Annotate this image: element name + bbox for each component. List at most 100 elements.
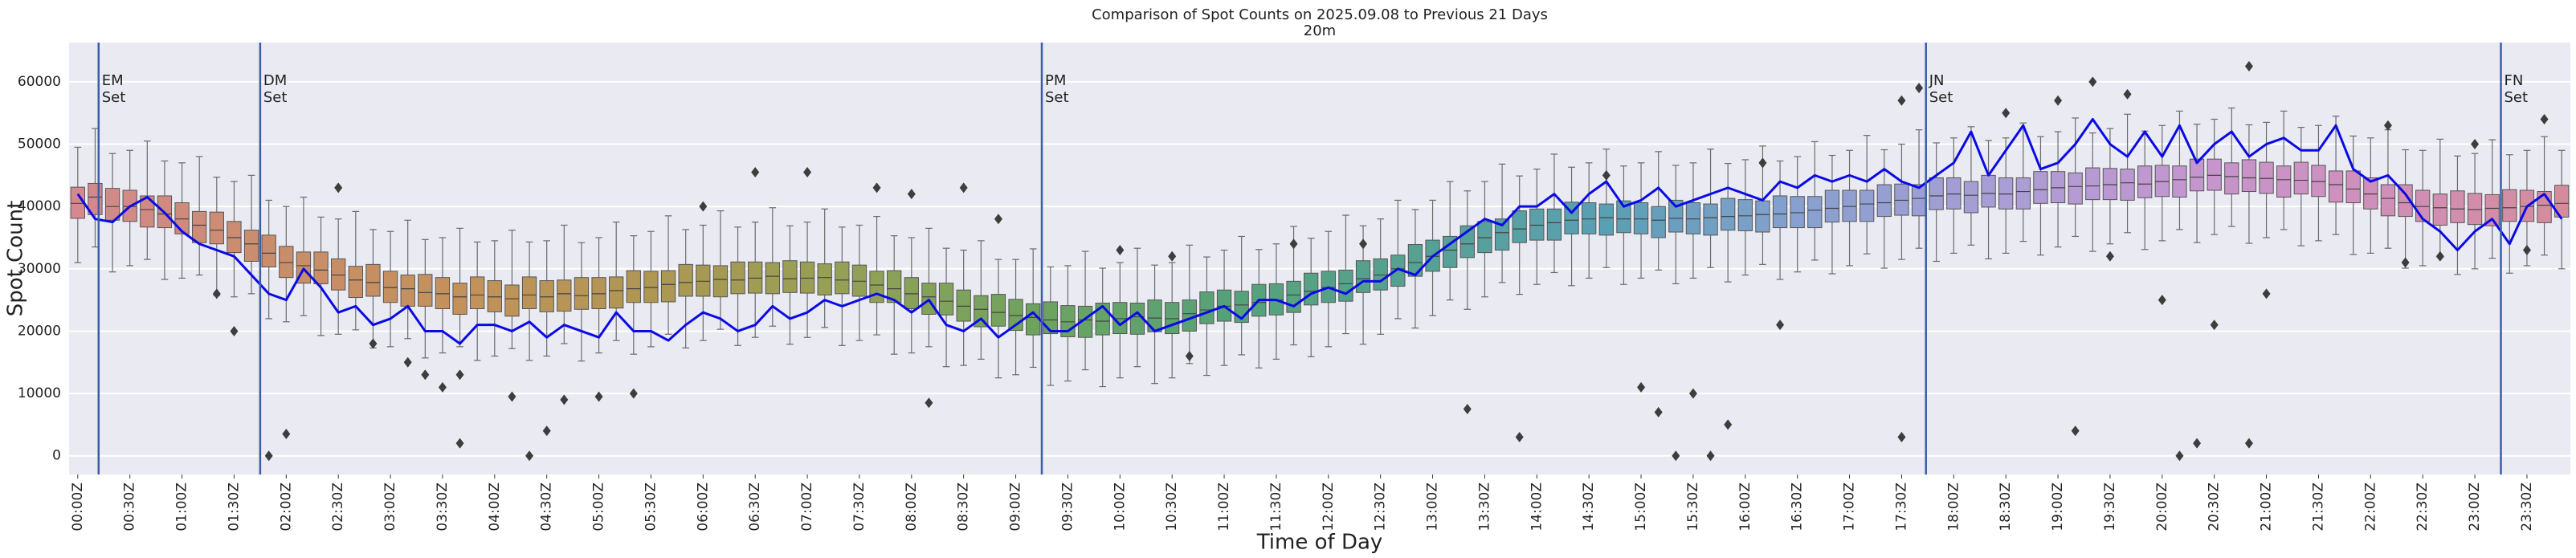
box: [2398, 184, 2413, 218]
annotation-label: Set: [263, 89, 288, 106]
box: [974, 295, 989, 328]
x-tick-label: 15:30Z: [1685, 483, 1701, 532]
outlier: [403, 356, 412, 368]
box: [1790, 196, 1805, 229]
box: [261, 234, 276, 267]
box: [1981, 174, 1996, 208]
x-tick-label: 14:30Z: [1581, 483, 1597, 532]
x-tick-label: 22:30Z: [2415, 483, 2431, 532]
box: [678, 263, 693, 297]
outlier: [1602, 169, 1611, 181]
box: [2276, 165, 2292, 198]
outlier: [438, 381, 447, 393]
x-tick-label: 04:00Z: [487, 483, 503, 532]
box: [1512, 210, 1527, 243]
outlier: [2054, 95, 2063, 106]
box: [470, 276, 485, 309]
box: [712, 265, 729, 298]
box: [2189, 158, 2205, 192]
box: [2050, 171, 2066, 204]
box: [174, 202, 190, 234]
outlier: [212, 288, 221, 299]
box: [2120, 169, 2135, 201]
box: [887, 270, 902, 303]
box: [192, 210, 207, 243]
outlier: [1654, 406, 1663, 417]
x-tick-label: 23:00Z: [2467, 483, 2483, 532]
box: [2380, 184, 2396, 217]
box: [956, 289, 971, 322]
box: [504, 284, 520, 317]
outlier: [699, 201, 708, 212]
box: [2224, 162, 2239, 195]
box: [1529, 208, 1545, 241]
x-tick-label: 16:00Z: [1737, 483, 1753, 532]
outlier: [1724, 419, 1733, 430]
outlier: [872, 182, 881, 193]
outlier: [542, 426, 551, 437]
box: [2259, 161, 2274, 194]
box: [938, 283, 954, 316]
outlier: [2262, 288, 2271, 299]
annotation-label: Set: [1045, 89, 1069, 106]
box: [382, 271, 398, 303]
x-tick-label: 19:30Z: [2102, 483, 2118, 532]
y-tick-label: 0: [52, 448, 61, 464]
plot-area: [69, 43, 2570, 475]
x-axis-label: Time of Day: [1256, 531, 1383, 555]
outlier: [2175, 450, 2184, 462]
box: [2241, 159, 2257, 193]
x-tick-label: 09:00Z: [1008, 483, 1024, 532]
x-tick-label: 05:00Z: [591, 483, 607, 532]
x-tick-label: 01:30Z: [226, 483, 242, 532]
box: [348, 266, 363, 299]
box: [1755, 200, 1770, 233]
x-tick-label: 22:00Z: [2362, 483, 2378, 532]
box: [696, 264, 711, 297]
x-tick-label: 07:30Z: [851, 483, 868, 532]
outlier: [2471, 139, 2480, 150]
x-tick-label: 12:00Z: [1321, 483, 1337, 532]
x-tick-label: 19:00Z: [2050, 483, 2066, 532]
box: [1998, 177, 2014, 210]
annotation-label: PM: [1045, 72, 1066, 89]
outlier: [1359, 238, 1368, 250]
box: [835, 261, 850, 295]
box: [574, 277, 590, 310]
box: [2467, 193, 2483, 226]
box: [2484, 193, 2500, 226]
box: [869, 271, 884, 303]
box: [209, 211, 224, 245]
outlier: [907, 189, 916, 200]
outlier: [1637, 381, 1646, 393]
box: [1165, 302, 1180, 335]
outlier: [369, 338, 378, 349]
box: [1842, 189, 1857, 222]
outlier: [1758, 157, 1767, 169]
box: [557, 279, 572, 312]
box: [921, 283, 937, 315]
box: [539, 280, 554, 312]
box: [1703, 203, 1718, 236]
x-tick-label: 11:00Z: [1216, 483, 1232, 532]
x-tick-label: 06:30Z: [747, 483, 763, 532]
outlier: [1515, 431, 1524, 442]
box: [365, 263, 381, 297]
outlier: [560, 394, 569, 405]
x-tick-label: 02:30Z: [330, 483, 346, 532]
x-tick-label: 00:00Z: [70, 483, 86, 532]
box: [817, 263, 832, 295]
box: [2033, 171, 2048, 204]
box: [626, 270, 641, 303]
x-tick-label: 00:30Z: [122, 483, 138, 532]
y-tick-label: 10000: [18, 385, 61, 401]
annotation-label: Set: [102, 89, 126, 106]
box: [2345, 170, 2361, 204]
x-tick-label: 17:30Z: [1893, 483, 1909, 532]
box: [2085, 167, 2100, 201]
x-tick-label: 04:30Z: [539, 483, 555, 532]
box: [1651, 206, 1666, 238]
outlier: [2244, 61, 2253, 72]
outlier: [508, 391, 516, 402]
